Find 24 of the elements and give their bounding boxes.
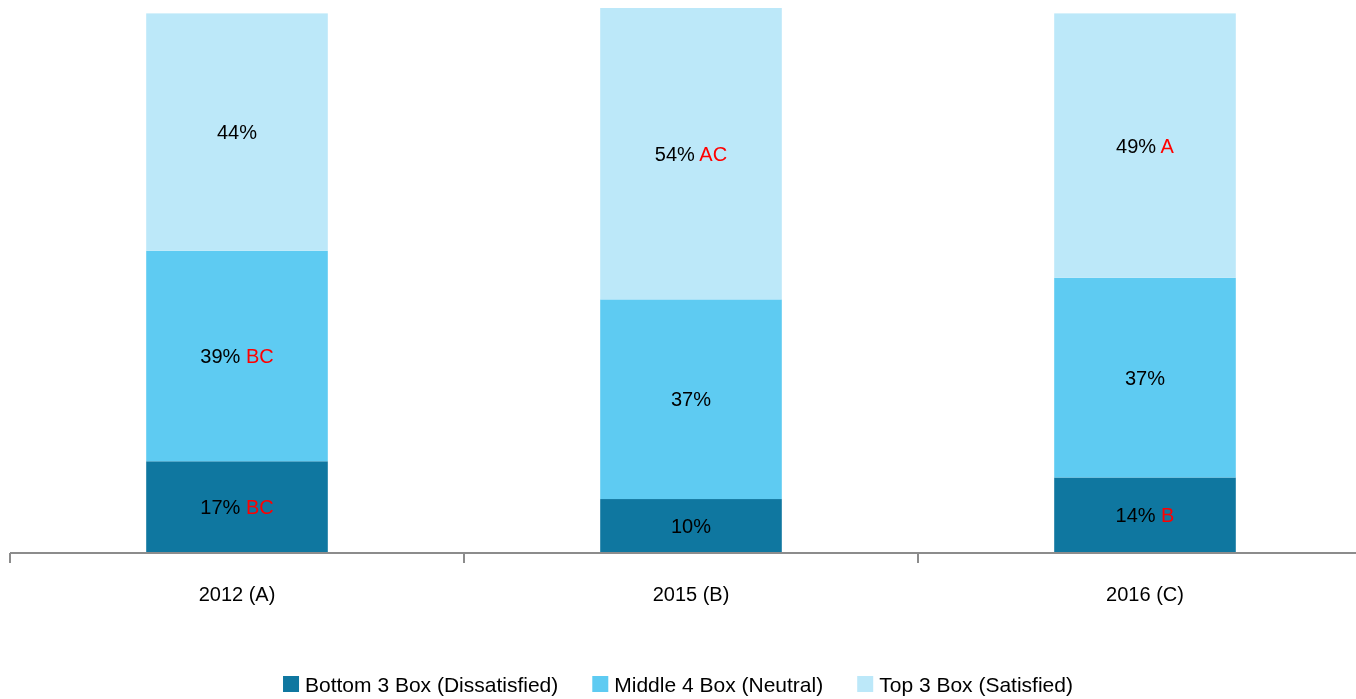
x-tick-label: 2015 (B) [652,583,730,605]
data-label: 39% BC [200,345,274,368]
data-label: 17% BC [200,496,274,519]
x-tick-label: 2012 (A) [198,583,276,605]
bar [1054,13,1236,278]
data-label: 44% [216,121,258,144]
data-label: 10% [670,515,712,538]
bar [146,461,328,553]
data-label: 37% [670,388,712,411]
data-label: 49% A [1116,134,1175,157]
legend-label: Top 3 Box (Satisfied) [879,672,1073,696]
bar [1054,477,1236,553]
data-label: 37% [1124,366,1166,389]
data-label: 14% B [1115,504,1175,527]
legend-label: Middle 4 Box (Neutral) [614,672,824,696]
bar [600,299,782,500]
x-tick-label: 2016 (C) [1106,583,1184,605]
data-label: 54% AC [654,142,728,165]
bar [1054,277,1236,478]
legend-label: Bottom 3 Box (Dissatisfied) [305,672,559,696]
bar [146,250,328,462]
bar [600,499,782,553]
bar [600,8,782,300]
bar [146,13,328,251]
